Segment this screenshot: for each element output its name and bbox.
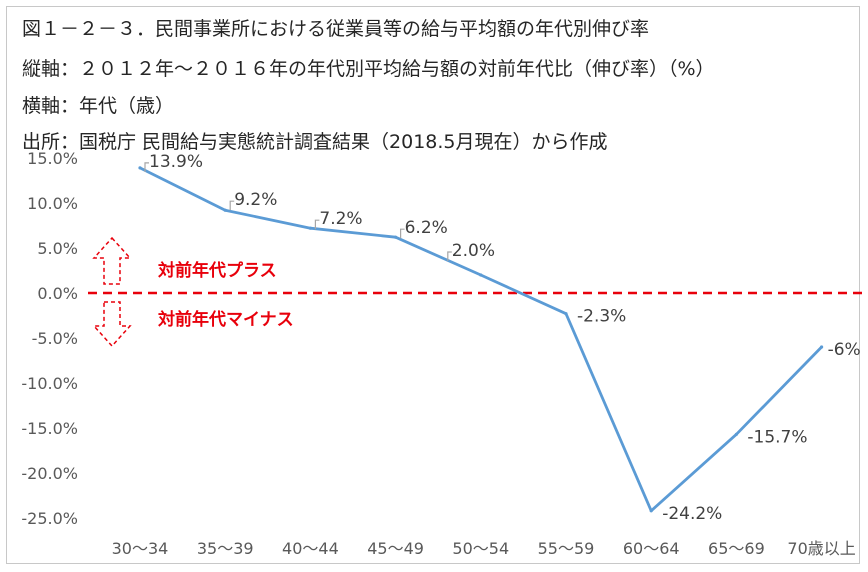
x-tick-label: 60～64	[623, 539, 680, 558]
x-tick-label: 40～44	[282, 539, 339, 558]
data-label-leader	[447, 251, 452, 261]
chart-title: 図１－２－３．民間事業所における従業員等の給与平均額の年代別伸び率	[22, 18, 650, 40]
data-label: 13.9%	[149, 152, 203, 172]
x-tick-labels: 30～34 35～39 40～44 45～49 50～54 55～59 60～64 65～69…	[112, 539, 856, 558]
source-note: 出所：国税庁 民間給与実態統計調査結果（2018.5月現在）から作成	[22, 131, 608, 153]
data-label-leader	[314, 219, 320, 230]
y-tick-labels: 15.0% 10.0% 5.0% 0.0% -5.0% -10.0% -15.0% -20.0…	[21, 149, 78, 528]
plus-arrow-icon	[92, 236, 132, 285]
data-point	[649, 509, 653, 513]
data-label: 2.0%	[452, 241, 495, 261]
y-tick-label: -20.0%	[21, 464, 78, 483]
series-line	[139, 166, 823, 513]
annotation-plus: 対前年代プラス	[157, 260, 277, 281]
y-tick-label: -15.0%	[21, 419, 78, 438]
data-label: -24.2%	[662, 504, 722, 524]
x-axis-note: 横軸：年代（歳）	[22, 95, 175, 117]
data-label: 7.2%	[319, 209, 362, 229]
y-tick-label: -5.0%	[32, 329, 78, 348]
data-point	[734, 432, 739, 436]
data-labels: 13.9% 9.2% 7.2% 6.2%2.0% -2.3% -24.2% -15.7% -6…	[144, 152, 861, 524]
data-point	[138, 166, 142, 170]
x-tick-label: 30～34	[112, 539, 169, 558]
chart-frame	[6, 6, 860, 564]
data-label: 6.2%	[405, 218, 448, 238]
data-label: -15.7%	[747, 427, 807, 447]
y-tick-label: 5.0%	[37, 239, 78, 258]
data-point	[820, 345, 824, 349]
x-tick-label: 70歳以上	[787, 539, 855, 558]
data-label: -2.3%	[577, 307, 626, 327]
y-tick-label: 0.0%	[37, 284, 78, 303]
annotation-arrows	[92, 236, 132, 348]
data-point	[564, 312, 568, 316]
y-tick-label: 15.0%	[27, 149, 78, 168]
data-point	[223, 208, 227, 212]
data-label: 9.2%	[234, 190, 277, 210]
annotation-minus: 対前年代マイナス	[157, 309, 294, 330]
data-points	[138, 166, 824, 513]
y-axis-note: 縦軸：２０１２年～２０１６年の年代別平均給与額の対前年代比（伸び率）（%）	[22, 58, 715, 80]
x-tick-label: 45～49	[367, 539, 424, 558]
data-point	[394, 235, 398, 239]
x-tick-label: 65～69	[708, 539, 765, 558]
x-tick-label: 35～39	[197, 539, 254, 558]
y-tick-label: -25.0%	[21, 509, 78, 528]
x-tick-label: 55～59	[538, 539, 595, 558]
data-point	[308, 226, 312, 230]
data-label-leader	[400, 228, 405, 239]
y-tick-label: 10.0%	[27, 194, 78, 213]
data-point	[479, 273, 483, 277]
data-label-leader	[144, 162, 149, 172]
minus-arrow-icon	[92, 301, 132, 348]
data-label: -6%	[828, 340, 861, 360]
y-tick-label: -10.0%	[21, 374, 78, 393]
data-label-leader	[229, 200, 235, 211]
x-tick-label: 50～54	[452, 539, 509, 558]
